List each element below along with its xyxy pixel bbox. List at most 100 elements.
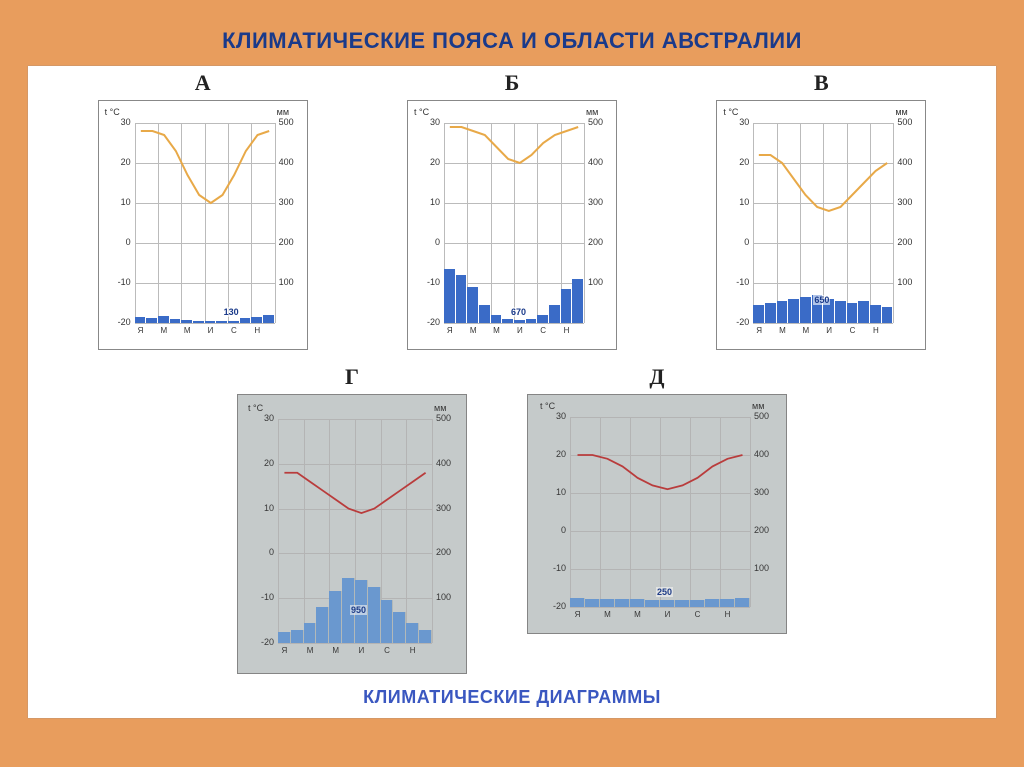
temp-tick-label: 10 [542,487,566,497]
chart-row-1: А-20-100102030100200300400500130ЯММИСНt … [28,66,996,350]
temp-tick-label: -20 [416,317,440,327]
precip-tick-label: 300 [754,487,769,497]
temp-tick-label: 10 [250,503,274,513]
precip-tick-label: 200 [897,237,912,247]
temperature-line [444,123,584,323]
temp-tick-label: 0 [107,237,131,247]
precip-unit-label: мм [434,403,446,413]
precip-tick-label: 500 [279,117,294,127]
temp-tick-label: 20 [107,157,131,167]
climograph-block: В-20-100102030100200300400500650ЯММИСНt … [716,70,926,350]
precip-tick-label: 100 [754,563,769,573]
climograph-block: Г -20 -10 0 10 20 30 100 200 300 400 500 950ЯММИСН t … [237,364,467,674]
precip-unit-label: мм [895,107,907,117]
temp-tick-label: 10 [725,197,749,207]
precip-tick-label: 500 [754,411,769,421]
precip-unit-label: мм [752,401,764,411]
temp-tick-label: 30 [107,117,131,127]
temp-tick-label: -20 [107,317,131,327]
month-axis-labels: ЯММИСН [570,610,750,619]
chart-row-2: Г-20-100102030100200300400500950ЯММИСНt … [28,360,996,674]
precip-total-label: 130 [223,307,240,317]
plot-area: 950ЯММИСН [278,419,432,643]
temp-tick-label: 20 [250,458,274,468]
temp-unit-label: t °C [248,403,263,413]
temp-tick-label: 30 [416,117,440,127]
temp-tick-label: -10 [250,592,274,602]
precip-tick-label: 100 [897,277,912,287]
plot-area: 650ЯММИСН [753,123,893,323]
climograph-block: А -20 -10 0 10 20 30 100 200 300 400 500 130ЯММИСН t … [98,70,308,350]
plot-area: 670ЯММИСН [444,123,584,323]
temp-tick-label: -10 [725,277,749,287]
temp-tick-label: -10 [416,277,440,287]
precip-total-label: 950 [350,605,367,615]
temp-tick-label: 20 [725,157,749,167]
climograph-block: Д-20-100102030100200300400500250ЯММИСНt … [527,364,787,674]
precip-total-label: 650 [813,295,830,305]
temp-unit-label: t °C [105,107,120,117]
precip-total-label: 670 [510,307,527,317]
temp-tick-label: 0 [725,237,749,247]
temperature-line [753,123,893,323]
plot-area: 130ЯММИСН [135,123,275,323]
chart-letter-label: Б [505,70,520,96]
temperature-line [570,417,750,607]
precip-tick-label: 100 [436,592,451,602]
temp-tick-label: 20 [542,449,566,459]
precip-tick-label: 500 [897,117,912,127]
precip-total-label: 250 [656,587,673,597]
precip-unit-label: мм [586,107,598,117]
precip-tick-label: 500 [436,413,451,423]
temp-tick-label: 0 [250,547,274,557]
precip-tick-label: 100 [588,277,603,287]
climograph-block: Б-20-100102030100200300400500670ЯММИСНt … [407,70,617,350]
temp-tick-label: -20 [250,637,274,647]
month-axis-labels: ЯММИСН [753,326,893,335]
charts-panel: А-20-100102030100200300400500130ЯММИСНt … [28,66,996,718]
precip-tick-label: 300 [897,197,912,207]
temp-tick-label: -20 [725,317,749,327]
precip-tick-label: 400 [588,157,603,167]
precip-tick-label: 100 [279,277,294,287]
temp-tick-label: 0 [416,237,440,247]
month-axis-labels: ЯММИСН [444,326,584,335]
temp-tick-label: -20 [542,601,566,611]
temp-tick-label: 20 [416,157,440,167]
climograph: -20-100102030100200300400500250ЯММИСНt °… [527,394,787,634]
temp-unit-label: t °C [414,107,429,117]
temp-tick-label: 30 [725,117,749,127]
precip-tick-label: 200 [436,547,451,557]
precip-tick-label: 500 [588,117,603,127]
chart-letter-label: Г [345,364,359,390]
temp-unit-label: t °C [540,401,555,411]
temp-unit-label: t °C [723,107,738,117]
temp-tick-label: 0 [542,525,566,535]
climograph: -20-100102030100200300400500650ЯММИСНt °… [716,100,926,350]
precip-tick-label: 400 [436,458,451,468]
precip-tick-label: 400 [279,157,294,167]
precip-tick-label: 200 [588,237,603,247]
climograph: -20-100102030100200300400500670ЯММИСНt °… [407,100,617,350]
precip-tick-label: 200 [754,525,769,535]
slide-title: КЛИМАТИЧЕСКИЕ ПОЯСА И ОБЛАСТИ АВСТРАЛИИ [28,28,996,54]
chart-letter-label: Д [649,364,664,390]
precip-tick-label: 300 [588,197,603,207]
temp-tick-label: 30 [542,411,566,421]
temp-tick-label: -10 [107,277,131,287]
temp-tick-label: -10 [542,563,566,573]
climograph: -20 -10 0 10 20 30 100 200 300 400 500 130ЯММИСН t °… [98,100,308,350]
temperature-line [135,123,275,323]
precip-tick-label: 300 [279,197,294,207]
precip-tick-label: 200 [279,237,294,247]
temp-tick-label: 30 [250,413,274,423]
climograph: -20 -10 0 10 20 30 100 200 300 400 500 950ЯММИСН t °… [237,394,467,674]
chart-letter-label: А [195,70,211,96]
precip-unit-label: мм [277,107,289,117]
precip-tick-label: 300 [436,503,451,513]
chart-letter-label: В [814,70,829,96]
temp-tick-label: 10 [416,197,440,207]
temp-tick-label: 10 [107,197,131,207]
precip-tick-label: 400 [897,157,912,167]
plot-area: 250ЯММИСН [570,417,750,607]
